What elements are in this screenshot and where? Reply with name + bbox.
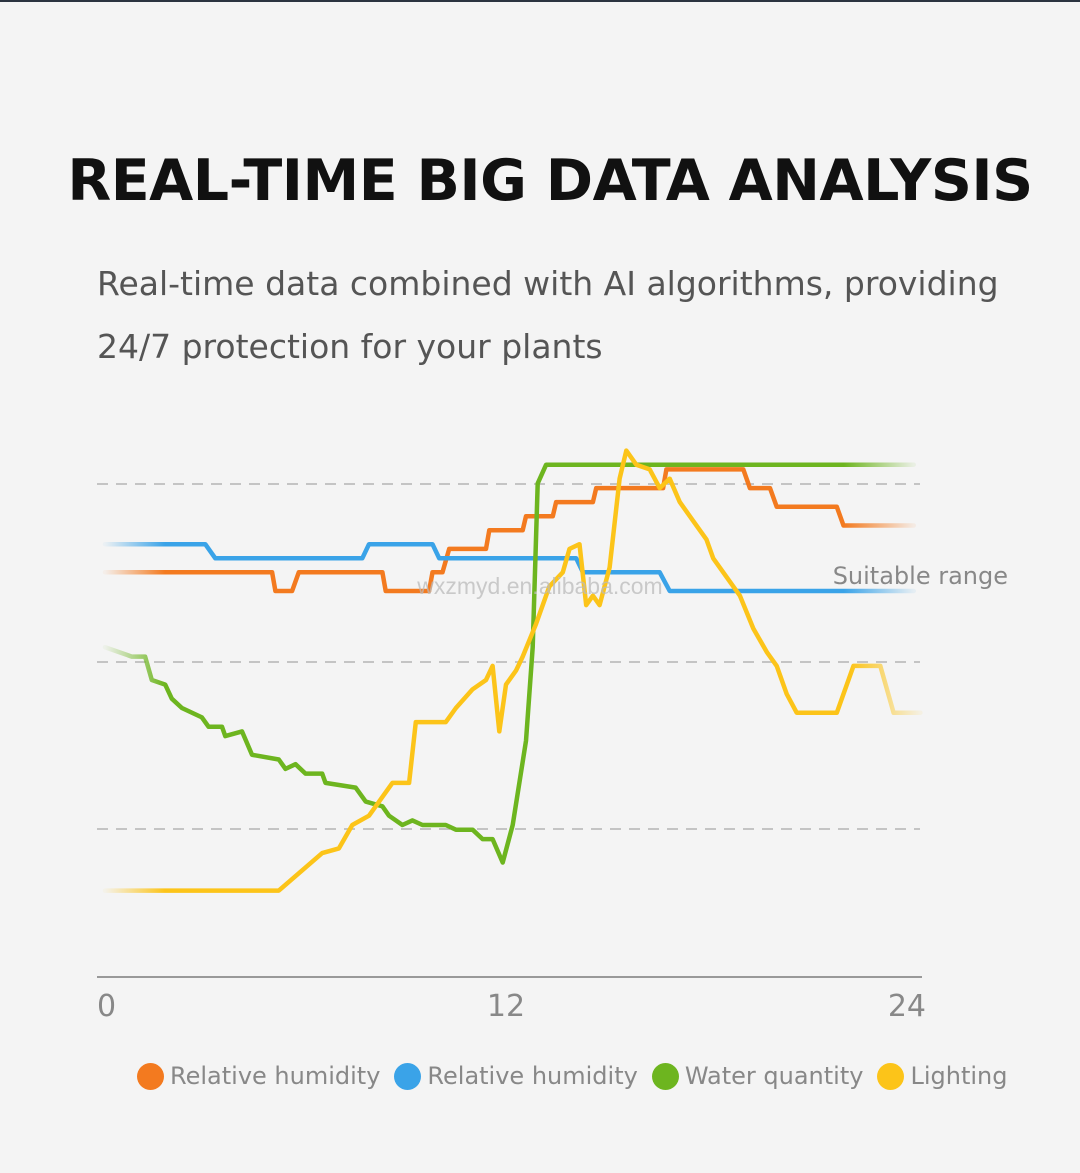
series-lines <box>102 448 923 893</box>
legend-item: Lighting <box>877 1062 1007 1090</box>
watermark-text: wxzmyd.en.alibaba.com <box>416 573 662 599</box>
subtitle-line-1: Real-time data combined with AI algorith… <box>97 264 999 303</box>
x-tick-label: 24 <box>888 989 926 1024</box>
series-line-2 <box>102 541 916 594</box>
legend-label: Relative humidity <box>427 1062 638 1090</box>
page-subtitle: Real-time data combined with AI algorith… <box>97 252 1047 378</box>
legend-swatch <box>394 1062 422 1090</box>
series-line-1 <box>102 467 916 594</box>
grid-lines <box>97 483 920 830</box>
legend-swatch <box>137 1062 164 1090</box>
top-rule <box>0 0 1080 2</box>
series-line-3 <box>102 462 916 865</box>
legend-label: Lighting <box>910 1062 1008 1090</box>
series-line-4 <box>102 448 923 893</box>
page-title: REAL-TIME BIG DATA ANALYSIS <box>67 148 1033 214</box>
x-tick-label: 12 <box>487 989 525 1024</box>
subtitle-line-2: 24/7 protection for your plants <box>97 327 603 366</box>
x-tick-label: 0 <box>97 989 116 1024</box>
legend-swatch <box>877 1062 905 1090</box>
legend-label: Water quantity <box>684 1062 864 1090</box>
legend-item: Water quantity <box>651 1062 864 1090</box>
legend-item: Relative humidity <box>394 1062 638 1090</box>
x-axis: 0 12 24 <box>97 976 926 1024</box>
suitable-range-annotation: Suitable range <box>833 562 1008 590</box>
legend-label: Relative humidity <box>170 1062 381 1090</box>
legend-item: Relative humidity <box>137 1062 380 1090</box>
legend-swatch <box>651 1062 679 1090</box>
chart-legend: Relative humidity Relative humidity Water … <box>137 1060 1021 1092</box>
